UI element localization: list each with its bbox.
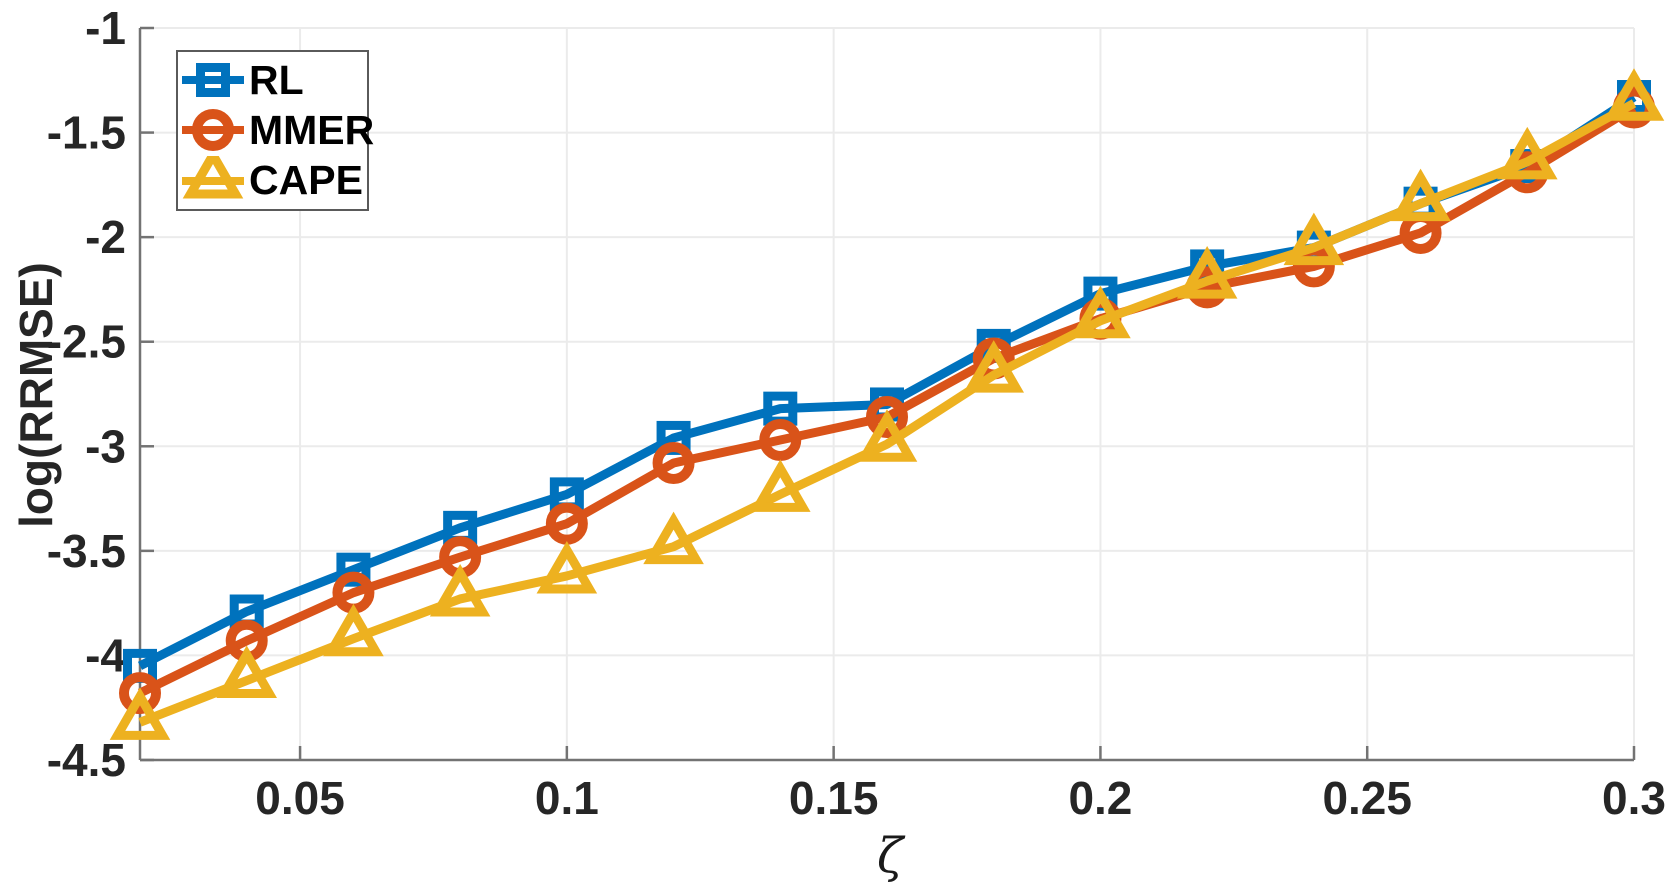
legend-label-rl: RL xyxy=(249,56,304,103)
data-marker-cape xyxy=(1603,68,1665,121)
x-tick-label: 0.05 xyxy=(255,772,345,824)
y-tick-label: -3 xyxy=(85,420,126,472)
x-tick-label: 0.2 xyxy=(1068,772,1132,824)
data-marker-cape xyxy=(216,645,278,699)
data-marker-mmer xyxy=(866,396,908,439)
legend-marker-mmer xyxy=(192,109,234,152)
y-tick-label: -1 xyxy=(85,2,126,54)
x-tick-label: 0.15 xyxy=(789,772,879,824)
x-tick-label: 0.3 xyxy=(1602,772,1666,824)
y-axis-label: log(RRMSE) xyxy=(10,262,62,528)
data-marker-cape xyxy=(963,340,1025,393)
data-marker-cape xyxy=(323,603,384,657)
y-tick-label: -2.5 xyxy=(47,316,126,368)
legend-item-cape: CAPE xyxy=(182,155,365,206)
legend-label-cape: CAPE xyxy=(249,157,363,204)
data-marker-mmer xyxy=(759,419,802,462)
data-marker-cape xyxy=(643,511,704,565)
y-tick-label: -4 xyxy=(85,629,126,681)
x-tick-label: 0.1 xyxy=(535,772,599,824)
data-marker-mmer xyxy=(545,502,588,545)
y-tick-label: -4.5 xyxy=(47,734,126,786)
data-marker-cape xyxy=(1390,168,1451,222)
legend-marker-mmer-circle-icon xyxy=(182,109,244,152)
x-axis-label: ζ xyxy=(876,828,904,884)
legend-marker-cape-triangle-icon xyxy=(182,155,244,199)
legend-marker-rl-square-icon xyxy=(182,63,244,98)
legend-marker-cape xyxy=(182,155,244,199)
x-tick-label: 0.25 xyxy=(1322,772,1412,824)
data-marker-cape xyxy=(1283,212,1345,266)
data-marker-cape xyxy=(856,409,918,462)
legend-item-mmer: MMER xyxy=(182,105,374,155)
y-tick-label: -3.5 xyxy=(47,525,126,577)
data-marker-cape xyxy=(109,687,171,740)
legend-label-mmer: MMER xyxy=(249,106,375,153)
data-marker-mmer xyxy=(652,442,695,485)
series-line-cape xyxy=(138,99,1637,727)
y-tick-label: -2 xyxy=(85,211,126,263)
data-marker-cape xyxy=(1496,126,1558,180)
data-marker-cape xyxy=(1070,285,1131,339)
legend-marker-rl xyxy=(196,63,230,98)
data-marker-rl xyxy=(336,552,371,587)
data-marker-mmer xyxy=(119,672,161,715)
y-tick-label: -1.5 xyxy=(47,107,126,159)
data-marker-cape xyxy=(536,540,598,594)
legend-item-rl: RL xyxy=(182,55,365,105)
data-marker-cape xyxy=(429,563,491,617)
data-marker-cape xyxy=(749,459,811,512)
data-marker-cape xyxy=(1176,246,1238,299)
legend: RL MMER CAPE xyxy=(176,50,374,211)
